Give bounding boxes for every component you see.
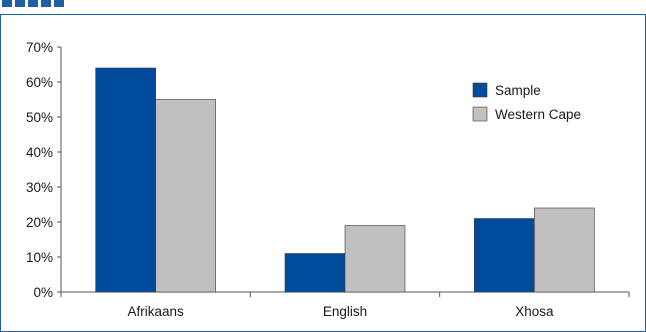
bar-chart: 0% 10% 20% 30% 40% 50% 60% 70% Afrikaans English…: [26, 40, 630, 319]
y-tick-label: 50%: [26, 110, 53, 125]
legend-swatch: [472, 106, 488, 122]
bar-western-cape-afrikaans: [155, 99, 216, 293]
bar-western-cape-english: [344, 225, 406, 293]
bar-sample-xhosa: [474, 218, 535, 293]
legend-label: Sample: [495, 83, 541, 98]
x-tick-label: Afrikaans: [128, 304, 185, 319]
x-tick-label: Xhosa: [515, 304, 554, 319]
x-tick-label: English: [323, 304, 367, 319]
chart-frame: 0% 10% 20% 30% 40% 50% 60% 70% Afrikaans English…: [0, 14, 646, 332]
bar-sample-english: [284, 253, 346, 293]
y-tick-label: 40%: [26, 145, 53, 160]
y-tick-label: 20%: [26, 215, 53, 230]
legend-label: Western Cape: [495, 107, 581, 122]
legend: Sample Western Cape: [472, 82, 581, 122]
y-tick-label: 0%: [33, 285, 53, 300]
x-axis: Afrikaans English Xhosa: [60, 291, 630, 319]
bar-western-cape-xhosa: [534, 207, 595, 293]
y-tick-label: 10%: [26, 250, 53, 265]
y-tick-label: 70%: [26, 40, 53, 55]
header-strip: [0, 0, 646, 14]
bars: [95, 67, 595, 293]
y-axis: 0% 10% 20% 30% 40% 50% 60% 70%: [26, 40, 62, 300]
y-tick-label: 30%: [26, 180, 53, 195]
bar-sample-afrikaans: [95, 67, 156, 293]
legend-swatch: [472, 82, 488, 98]
y-tick-label: 60%: [26, 75, 53, 90]
